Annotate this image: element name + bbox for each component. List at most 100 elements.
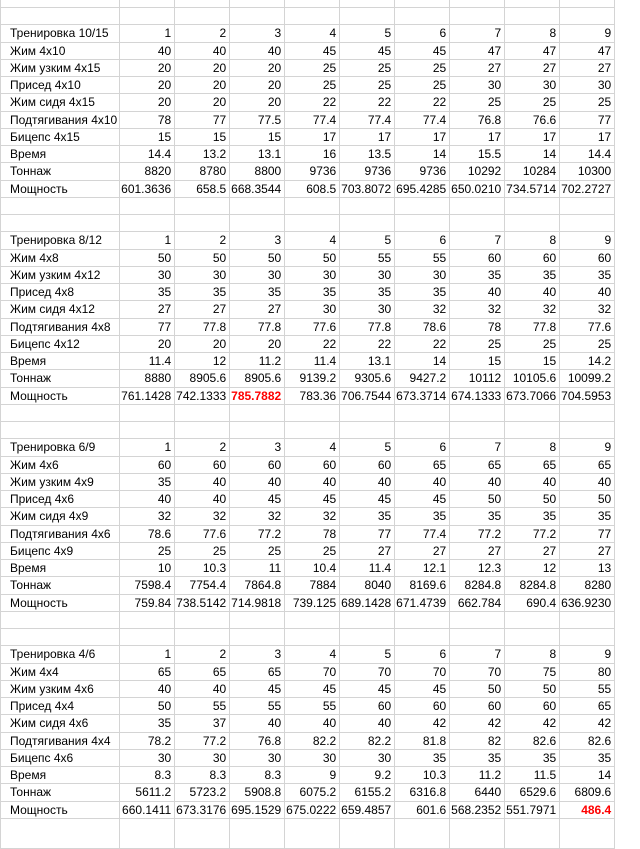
value-cell[interactable]: 10112 — [449, 369, 506, 388]
cell-empty[interactable] — [339, 627, 396, 647]
value-cell[interactable]: 32 — [394, 300, 451, 319]
session-number-cell[interactable]: 7 — [449, 645, 506, 664]
cell-empty[interactable] — [174, 420, 231, 440]
value-cell[interactable]: 77.6 — [174, 524, 231, 543]
value-cell[interactable]: 11.4 — [339, 558, 396, 578]
value-cell[interactable]: 32 — [119, 507, 176, 526]
session-number-cell[interactable]: 7 — [449, 24, 506, 43]
value-cell[interactable]: 35 — [504, 507, 561, 526]
value-cell[interactable]: 76.8 — [229, 731, 286, 750]
cell-empty[interactable] — [559, 420, 616, 440]
value-cell[interactable]: 65 — [174, 662, 231, 681]
value-cell[interactable]: 50 — [559, 489, 616, 509]
value-cell[interactable]: 30 — [174, 748, 231, 768]
value-cell[interactable]: 11.2 — [449, 765, 506, 785]
value-cell[interactable]: 25 — [559, 334, 616, 354]
value-cell[interactable]: 45 — [394, 41, 451, 60]
value-cell[interactable]: 82 — [449, 731, 506, 750]
cell-empty[interactable] — [449, 403, 506, 423]
cell-empty[interactable] — [394, 610, 451, 630]
value-cell[interactable]: 11 — [229, 558, 286, 578]
value-cell[interactable]: 65 — [119, 662, 176, 681]
value-cell[interactable]: 6155.2 — [339, 783, 396, 802]
value-cell[interactable]: 60 — [504, 248, 561, 267]
block-title-cell[interactable]: Тренировка 10/15 — [0, 24, 121, 43]
value-cell[interactable]: 8284.8 — [449, 576, 506, 595]
value-cell[interactable]: 45 — [284, 679, 341, 699]
value-cell[interactable]: 9736 — [284, 162, 341, 181]
session-number-cell[interactable]: 3 — [229, 645, 286, 664]
value-cell[interactable]: 35 — [339, 507, 396, 526]
value-cell[interactable]: 6075.2 — [284, 783, 341, 802]
value-cell[interactable]: 22 — [339, 93, 396, 112]
value-cell[interactable]: 65 — [229, 662, 286, 681]
value-cell[interactable]: 734.5714 — [504, 179, 561, 198]
row-label-cell[interactable]: Жим сидя 4x9 — [0, 507, 121, 526]
value-cell[interactable]: 82.2 — [284, 731, 341, 750]
value-cell[interactable]: 77.5 — [229, 110, 286, 129]
cell-empty[interactable] — [174, 6, 231, 26]
value-cell[interactable]: 7754.4 — [174, 576, 231, 595]
value-cell[interactable]: 45 — [229, 679, 286, 699]
row-label-cell[interactable]: Присед 4x6 — [0, 489, 121, 509]
value-cell[interactable]: 42 — [394, 714, 451, 733]
value-cell[interactable]: 25 — [559, 93, 616, 112]
value-cell[interactable]: 8040 — [339, 576, 396, 595]
session-number-cell[interactable]: 9 — [559, 24, 616, 43]
value-cell[interactable]: 35 — [394, 282, 451, 302]
value-cell[interactable]: 27 — [394, 541, 451, 561]
value-cell[interactable]: 9736 — [394, 162, 451, 181]
cell-empty[interactable] — [284, 627, 341, 647]
value-cell[interactable]: 27 — [449, 541, 506, 561]
row-label-cell[interactable]: Присед 4x8 — [0, 282, 121, 302]
value-cell[interactable]: 30 — [449, 75, 506, 95]
value-cell[interactable]: 40 — [284, 472, 341, 492]
value-cell[interactable]: 60 — [174, 455, 231, 474]
row-label-cell[interactable]: Бицепс 4x15 — [0, 127, 121, 147]
cell-empty[interactable] — [0, 610, 121, 630]
session-number-cell[interactable]: 1 — [119, 231, 176, 250]
row-label-cell[interactable]: Жим узким 4x6 — [0, 679, 121, 699]
cell-empty[interactable] — [449, 610, 506, 630]
value-cell[interactable]: 40 — [229, 472, 286, 492]
value-cell[interactable]: 60 — [394, 696, 451, 716]
row-label-cell[interactable]: Жим 4x6 — [0, 455, 121, 474]
row-label-cell[interactable]: Мощность — [0, 800, 121, 819]
value-cell[interactable]: 45 — [339, 679, 396, 699]
value-cell[interactable]: 40 — [504, 472, 561, 492]
value-cell[interactable]: 20 — [174, 334, 231, 354]
value-cell[interactable]: 35 — [504, 265, 561, 285]
row-label-cell[interactable]: Тоннаж — [0, 162, 121, 181]
cell-empty[interactable] — [174, 0, 231, 8]
value-cell[interactable]: 40 — [559, 472, 616, 492]
cell-empty[interactable] — [504, 610, 561, 630]
cell-empty[interactable] — [174, 196, 231, 216]
cell-empty[interactable] — [559, 403, 616, 423]
value-cell[interactable]: 759.84 — [119, 593, 176, 612]
value-cell[interactable]: 77.4 — [394, 524, 451, 543]
value-cell[interactable]: 17 — [449, 127, 506, 147]
value-cell[interactable]: 702.2727 — [559, 179, 616, 198]
value-cell[interactable]: 77.6 — [284, 317, 341, 336]
session-number-cell[interactable]: 9 — [559, 645, 616, 664]
value-cell[interactable]: 40 — [174, 41, 231, 60]
value-cell[interactable]: 45 — [394, 679, 451, 699]
session-number-cell[interactable]: 8 — [504, 438, 561, 457]
session-number-cell[interactable]: 4 — [284, 438, 341, 457]
cell-empty[interactable] — [119, 403, 176, 423]
value-cell[interactable]: 8905.6 — [174, 369, 231, 388]
value-cell[interactable]: 17 — [504, 127, 561, 147]
value-cell[interactable]: 658.5 — [174, 179, 231, 198]
value-cell[interactable]: 10284 — [504, 162, 561, 181]
value-cell[interactable]: 40 — [119, 489, 176, 509]
cell-empty[interactable] — [284, 0, 341, 8]
cell-empty[interactable] — [119, 6, 176, 26]
cell-empty[interactable] — [504, 0, 561, 8]
value-cell[interactable]: 40 — [174, 472, 231, 492]
value-cell[interactable]: 77 — [119, 317, 176, 336]
cell-empty[interactable] — [394, 420, 451, 440]
value-cell[interactable]: 55 — [339, 248, 396, 267]
cell-empty[interactable] — [119, 817, 176, 849]
value-cell[interactable]: 32 — [504, 300, 561, 319]
value-cell[interactable]: 50 — [119, 248, 176, 267]
